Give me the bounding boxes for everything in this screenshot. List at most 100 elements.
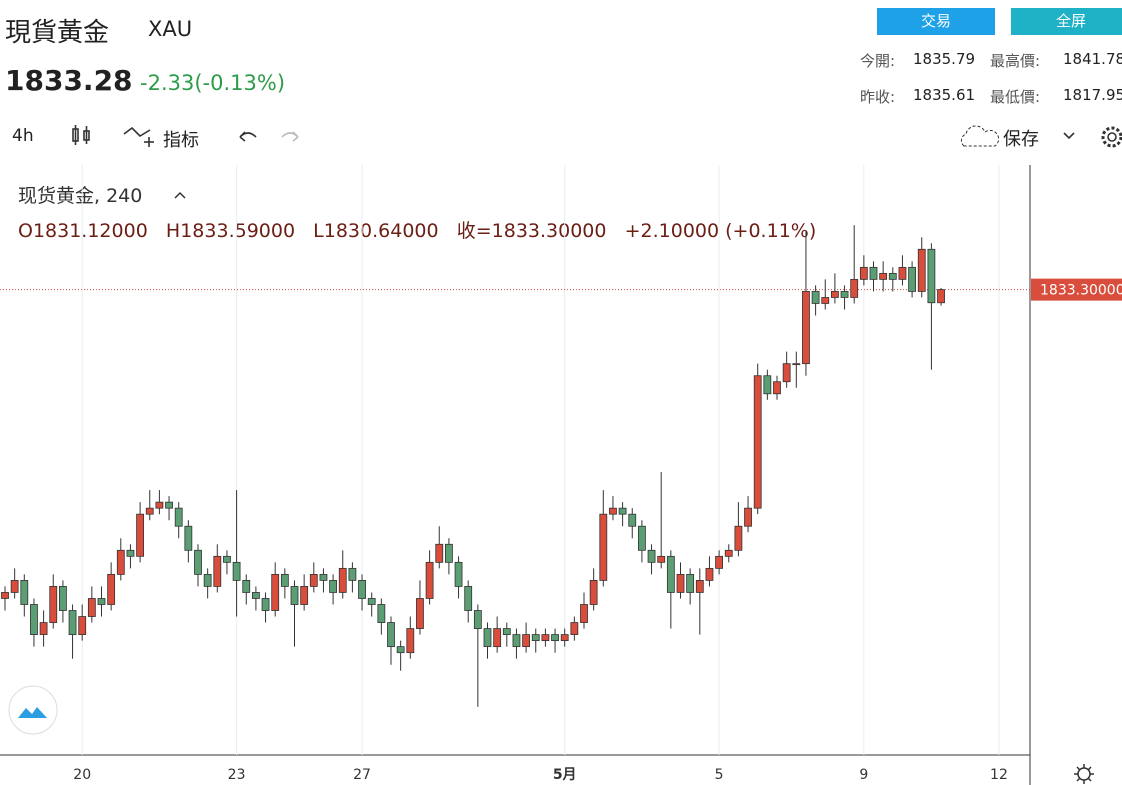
indicators-button[interactable]: 指标	[163, 130, 199, 151]
undo-icon[interactable]	[239, 131, 257, 142]
candle-body	[734, 525, 743, 551]
stat-value: 1841.78	[1063, 50, 1122, 68]
candle-body	[666, 555, 675, 593]
candle-body	[792, 363, 801, 366]
legend-values: O1831.12000 H1833.59000 L1830.64000 收=18…	[18, 216, 816, 243]
candle-body	[724, 549, 733, 557]
candle-body	[87, 598, 96, 617]
candle-body	[242, 580, 251, 593]
candle-body	[309, 573, 318, 587]
candle-body	[319, 573, 328, 581]
candle-icon[interactable]	[72, 125, 90, 145]
candle-body	[859, 266, 868, 280]
candle-body	[551, 634, 559, 642]
candle-body	[802, 291, 810, 365]
legend-change: +2.10000 (+0.11%)	[624, 220, 817, 242]
candle-body	[329, 580, 338, 593]
candle-body	[30, 604, 38, 635]
indicator-icon[interactable]	[123, 126, 154, 147]
candle-body	[68, 610, 77, 635]
candle-body	[676, 573, 685, 593]
candle-body	[290, 586, 299, 605]
candle-body	[657, 555, 666, 563]
candle-body	[174, 507, 183, 527]
candle-body	[782, 363, 791, 383]
candle-body	[937, 289, 945, 304]
candle-body	[753, 375, 762, 509]
candle-body	[194, 549, 202, 575]
stat-label: 昨收:	[860, 88, 896, 106]
candle-body	[686, 573, 695, 593]
logo[interactable]	[8, 685, 58, 735]
stat-label: 最低價:	[990, 88, 1041, 106]
candle-body	[280, 573, 289, 587]
last-price-tag	[1031, 278, 1122, 301]
candle-body	[917, 248, 926, 292]
price-change: -2.33(-0.13%)	[140, 71, 286, 95]
candle-body	[512, 634, 521, 648]
candle-body	[425, 561, 434, 599]
x-tick-label: 9	[859, 767, 868, 783]
x-tick-label: 27	[353, 767, 371, 783]
time-settings-icon[interactable]	[1074, 764, 1094, 784]
legend-high: H1833.59000	[165, 220, 296, 242]
interval[interactable]: 4h	[12, 126, 34, 146]
candle-body	[416, 598, 424, 629]
candle-body	[580, 604, 588, 623]
save-button[interactable]: 保存	[1003, 129, 1039, 150]
candle-body	[223, 555, 231, 563]
candle-body	[811, 291, 820, 304]
x-tick-label: 20	[73, 767, 91, 783]
candle-body	[647, 549, 656, 563]
stat-value: 1835.79	[913, 50, 976, 68]
candle-body	[695, 580, 704, 593]
candle-body	[628, 513, 637, 527]
legend-chevron[interactable]	[174, 191, 186, 199]
trade-button[interactable]: 交易	[877, 8, 995, 35]
candle-body	[908, 266, 916, 292]
candle-body	[300, 586, 309, 605]
legend-low: L1830.64000	[313, 220, 439, 242]
candle-body	[184, 525, 193, 551]
candle-body	[570, 622, 579, 635]
candle-body	[744, 507, 752, 527]
candle-body	[1, 592, 9, 599]
candle-body	[165, 501, 173, 509]
last-price-label: 1833.30000	[1040, 283, 1122, 299]
chevron[interactable]	[1063, 132, 1075, 140]
candle-body	[493, 628, 502, 648]
candle-body	[898, 266, 907, 280]
candle-body	[116, 549, 125, 575]
toolbar-icons	[72, 125, 299, 147]
candle-body	[203, 573, 212, 587]
candle-body	[367, 598, 376, 605]
redo-icon[interactable]	[281, 131, 299, 142]
candle-body	[261, 598, 270, 611]
candle-body	[850, 278, 859, 298]
candle-body	[155, 501, 164, 509]
x-tick-label: 12	[990, 767, 1008, 783]
candle-body	[396, 646, 405, 654]
candle-body	[599, 513, 608, 581]
candle-body	[49, 586, 58, 623]
candle-body	[927, 248, 936, 304]
candle-body	[589, 580, 598, 605]
candle-body	[502, 628, 511, 635]
x-tick-label: 5月	[553, 767, 577, 783]
cloud-icon[interactable]	[960, 125, 1000, 147]
candle-body	[454, 561, 463, 587]
candle-body	[406, 628, 415, 654]
price: 1833.28	[5, 64, 133, 97]
save-icons	[960, 125, 1122, 148]
candle-body	[251, 592, 260, 599]
candle-body	[888, 272, 897, 280]
fullscreen-button[interactable]: 全屏	[1011, 8, 1122, 35]
candle-body	[136, 513, 145, 557]
instrument-name: 現貨黃金	[5, 18, 110, 48]
settings-icon[interactable]	[1101, 126, 1122, 148]
candle-body	[522, 634, 530, 648]
candle-body	[97, 598, 106, 605]
candle-body	[444, 543, 453, 563]
